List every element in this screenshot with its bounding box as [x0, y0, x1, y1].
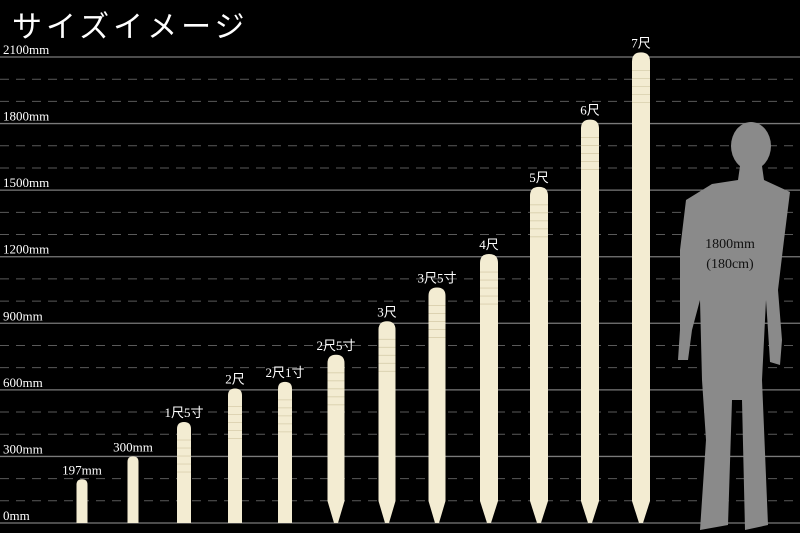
person-head-icon — [731, 122, 771, 170]
y-tick-label: 1200mm — [3, 242, 49, 257]
bar-label: 2尺5寸 — [316, 338, 355, 353]
bar-197mm — [76, 479, 88, 523]
bar-label: 5尺 — [529, 170, 549, 185]
person-silhouette-icon — [678, 166, 790, 530]
bar-label: 2尺 — [225, 372, 245, 387]
bar-label: 7尺 — [631, 35, 651, 50]
bar-5尺 — [530, 186, 548, 524]
bar-2尺5寸 — [327, 354, 345, 523]
bar-1尺5寸 — [177, 422, 191, 523]
bar-label: 6尺 — [580, 103, 600, 118]
bar-3尺 — [378, 321, 396, 523]
y-tick-label: 1500mm — [3, 175, 49, 190]
bar-4尺 — [480, 254, 498, 523]
bar-7尺 — [632, 52, 650, 524]
bar-6尺 — [581, 119, 599, 523]
y-tick-label: 300mm — [3, 441, 43, 456]
bar-label: 3尺 — [377, 304, 397, 319]
bar-label: 2尺1寸 — [265, 365, 304, 380]
y-tick-label: 1800mm — [3, 109, 49, 124]
bar-2尺1寸 — [278, 381, 292, 523]
bar-label: 1尺5寸 — [164, 405, 203, 420]
bar-2尺 — [228, 388, 242, 523]
bar-300mm — [127, 456, 139, 523]
bar-label: 300mm — [113, 439, 153, 454]
page-title: サイズイメージ — [12, 10, 249, 45]
bar-label: 3尺5寸 — [417, 271, 456, 286]
y-tick-label: 0mm — [3, 508, 30, 523]
bar-3尺5寸 — [428, 287, 446, 523]
y-tick-label: 900mm — [3, 308, 43, 323]
person-height-label: 1800mm — [705, 237, 755, 252]
y-tick-label: 2100mm — [3, 42, 49, 57]
bar-label: 4尺 — [479, 237, 499, 252]
bar-label: 197mm — [62, 462, 102, 477]
person-height-cm-label: (180cm) — [706, 257, 754, 272]
y-tick-label: 600mm — [3, 375, 43, 390]
